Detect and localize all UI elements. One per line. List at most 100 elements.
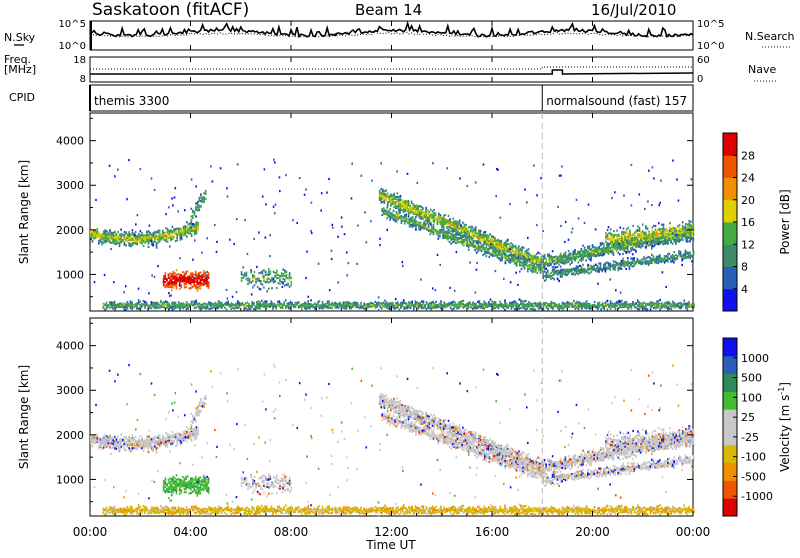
- power-echo-cell: [117, 236, 119, 239]
- power-echo-cell: [393, 194, 395, 198]
- power-echo-cell: [611, 243, 614, 246]
- power-echo-cell: [506, 242, 509, 245]
- power-echo-cell: [523, 260, 526, 263]
- power-echo-cell: [583, 253, 586, 257]
- power-echo-cell: [250, 271, 252, 274]
- power-echo-cell: [173, 229, 175, 233]
- power-echo-cell: [514, 258, 516, 261]
- power-echo-cell: [378, 196, 381, 199]
- power-echo-cell: [647, 263, 650, 266]
- power-echo-cell: [199, 271, 202, 274]
- power-echo-cell: [203, 198, 205, 201]
- power-echo-cell: [392, 214, 395, 217]
- power-echo-cell: [386, 217, 388, 220]
- power-echo-cell: [184, 225, 186, 228]
- power-echo-cell: [383, 197, 386, 200]
- power-echo-cell: [590, 257, 592, 260]
- power-echo-cell: [131, 232, 134, 235]
- power-echo-cell: [386, 201, 389, 204]
- power-echo-cell: [680, 228, 682, 231]
- power-echo-cell: [186, 227, 188, 230]
- power-echo-cell: [543, 279, 546, 282]
- power-echo-cell: [437, 230, 440, 233]
- power-echo-cell: [555, 255, 557, 258]
- power-echo-cell: [670, 232, 673, 235]
- power-echo-cell: [414, 206, 416, 209]
- power-echo-cell: [449, 218, 451, 221]
- power-echo-cell: [288, 276, 291, 279]
- power-echo-cell: [435, 229, 438, 232]
- power-echo-cell: [115, 242, 118, 245]
- power-echo-cell: [561, 268, 563, 271]
- power-echo-cell: [466, 237, 468, 240]
- power-echo-cell: [146, 238, 148, 242]
- power-echo-cell: [172, 283, 175, 286]
- power-echo-cell: [407, 203, 410, 206]
- power-echo-cell: [681, 221, 684, 224]
- power-echo-cell: [672, 226, 674, 229]
- power-echo-cell: [588, 245, 591, 248]
- power-echo-cell: [407, 213, 410, 216]
- power-echo-cell: [633, 262, 635, 266]
- power-echo-cell: [178, 230, 180, 233]
- power-echo-cell: [500, 240, 503, 243]
- power-echo-cell: [537, 251, 539, 254]
- power-echo-cell: [394, 218, 396, 221]
- power-echo-cell: [434, 228, 436, 232]
- power-echo-cell: [582, 269, 584, 272]
- power-echo-cell: [582, 258, 584, 261]
- power-echo-cell: [609, 241, 612, 244]
- power-echo-cell: [138, 235, 140, 238]
- power-echo-cell: [543, 257, 546, 260]
- power-echo-cell: [485, 246, 488, 249]
- power-echo-cell: [282, 274, 284, 277]
- power-echo-cell: [426, 226, 428, 230]
- power-echo-cell: [555, 259, 557, 262]
- power-echo-cell: [514, 244, 517, 247]
- power-echo-cell: [627, 239, 629, 242]
- power-echo-cell: [550, 263, 552, 266]
- power-echo-cell: [604, 262, 607, 265]
- power-echo-cell: [107, 239, 110, 242]
- power-echo-cell: [499, 257, 502, 260]
- power-echo-cell: [545, 278, 547, 281]
- power-echo-cell: [150, 243, 153, 246]
- power-echo-cell: [180, 279, 183, 282]
- power-echo-cell: [198, 277, 200, 280]
- power-echo-cell: [571, 261, 573, 264]
- power-echo-cell: [457, 226, 459, 229]
- power-echo-cell: [648, 238, 650, 241]
- power-echo-cell: [138, 234, 140, 237]
- power-echo-cell: [654, 238, 657, 241]
- power-echo-cell: [678, 250, 680, 253]
- power-echo-cell: [603, 265, 605, 268]
- power-echo-cell: [455, 232, 457, 236]
- power-echo-cell: [678, 237, 681, 240]
- power-echo-cell: [648, 230, 650, 233]
- power-echo-cell: [596, 251, 599, 254]
- power-echo-cell: [397, 213, 400, 216]
- power-echo-cell: [130, 236, 132, 239]
- power-echo-cell: [507, 259, 510, 262]
- power-echo-cell: [468, 230, 471, 233]
- power-echo-cell: [125, 244, 127, 247]
- power-echo-cell: [599, 262, 602, 265]
- power-echo-cell: [276, 277, 278, 280]
- power-echo-cell: [535, 267, 537, 270]
- power-echo-cell: [494, 238, 496, 241]
- power-echo-cell: [619, 265, 621, 268]
- power-echo-cell: [684, 251, 687, 254]
- power-echo-cell: [491, 246, 494, 249]
- power-echo-cell: [152, 233, 154, 236]
- power-echo-cell: [104, 232, 106, 235]
- power-echo-cell: [571, 268, 573, 271]
- power-echo-cell: [455, 220, 458, 223]
- power-echo-cell: [498, 251, 500, 254]
- power-echo-cell: [482, 236, 485, 239]
- power-echo-cell: [475, 241, 478, 244]
- power-echo-cell: [185, 270, 187, 273]
- power-echo-cell: [654, 237, 657, 240]
- power-echo-cell: [114, 242, 116, 245]
- power-echo-cell: [653, 233, 655, 236]
- power-echo-cell: [490, 235, 493, 238]
